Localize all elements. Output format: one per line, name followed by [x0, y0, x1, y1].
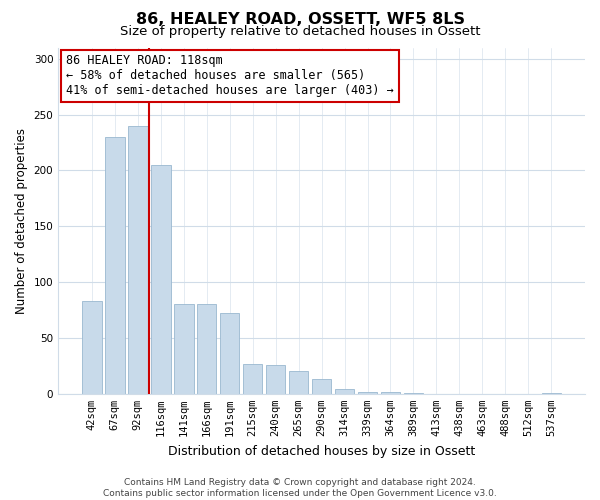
Bar — [243, 364, 262, 394]
Bar — [289, 372, 308, 394]
Bar — [197, 304, 217, 394]
Bar — [128, 126, 148, 394]
Bar — [542, 392, 561, 394]
Bar — [151, 165, 170, 394]
Bar — [82, 301, 101, 394]
Bar — [174, 304, 194, 394]
Bar — [404, 392, 423, 394]
Bar — [312, 380, 331, 394]
Bar — [220, 314, 239, 394]
Bar — [381, 392, 400, 394]
Bar — [105, 137, 125, 394]
Text: Contains HM Land Registry data © Crown copyright and database right 2024.
Contai: Contains HM Land Registry data © Crown c… — [103, 478, 497, 498]
Bar — [266, 365, 286, 394]
Y-axis label: Number of detached properties: Number of detached properties — [15, 128, 28, 314]
Text: 86, HEALEY ROAD, OSSETT, WF5 8LS: 86, HEALEY ROAD, OSSETT, WF5 8LS — [136, 12, 464, 28]
Bar — [358, 392, 377, 394]
Text: 86 HEALEY ROAD: 118sqm
← 58% of detached houses are smaller (565)
41% of semi-de: 86 HEALEY ROAD: 118sqm ← 58% of detached… — [66, 54, 394, 98]
Text: Size of property relative to detached houses in Ossett: Size of property relative to detached ho… — [120, 25, 480, 38]
X-axis label: Distribution of detached houses by size in Ossett: Distribution of detached houses by size … — [168, 444, 475, 458]
Bar — [335, 390, 355, 394]
